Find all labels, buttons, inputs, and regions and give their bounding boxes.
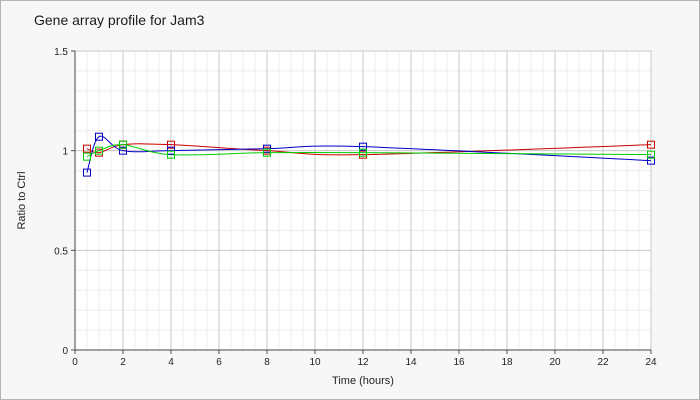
series-3-point	[359, 148, 367, 157]
series-line-2	[86, 135, 652, 173]
series-2-point	[95, 132, 103, 141]
x-tick-label: 8	[264, 357, 270, 368]
x-tick-label: 18	[501, 357, 513, 368]
series-3-point	[167, 150, 175, 159]
x-tick-label: 20	[549, 357, 561, 368]
x-tick-label: 0	[72, 357, 78, 368]
series-markers	[83, 132, 655, 177]
y-tick-label: 0.5	[54, 246, 68, 257]
series-2-point	[119, 146, 127, 155]
y-axis-label: Ratio to Ctrl	[16, 171, 28, 229]
series-1-point	[83, 144, 91, 153]
series-2-point	[647, 156, 655, 165]
series-3-point	[119, 140, 127, 149]
series-3-point	[263, 148, 271, 157]
y-tick-label: 1	[62, 147, 68, 158]
y-tick-label: 0	[62, 346, 68, 357]
series-1-point	[167, 140, 175, 149]
x-tick-label: 12	[357, 357, 369, 368]
series-2-point	[359, 142, 367, 151]
x-tick-label: 22	[597, 357, 609, 368]
series-line-1	[86, 143, 652, 156]
x-tick-labels: 0 2 4 6 8 10 12 14 16 18 20 22 24	[72, 357, 657, 368]
x-tick-label: 6	[216, 357, 222, 368]
series-3-point	[83, 152, 91, 161]
x-tick-label: 16	[453, 357, 465, 368]
series-3-point	[95, 146, 103, 155]
y-tick-label: 1.5	[54, 47, 68, 58]
x-tick-label: 4	[168, 357, 174, 368]
series-3-point	[647, 150, 655, 159]
x-tick-label: 24	[645, 357, 657, 368]
x-tick-label: 10	[309, 357, 321, 368]
x-tick-label: 2	[120, 357, 126, 368]
y-tick-labels: 0 0.5 1 1.5	[54, 47, 68, 357]
axes	[71, 50, 652, 354]
x-tick-label: 14	[405, 357, 417, 368]
x-axis-label: Time (hours)	[332, 375, 394, 387]
chart-title: Gene array profile for Jam3	[34, 12, 205, 28]
series-2-point	[83, 168, 91, 177]
series-1-point	[647, 140, 655, 149]
